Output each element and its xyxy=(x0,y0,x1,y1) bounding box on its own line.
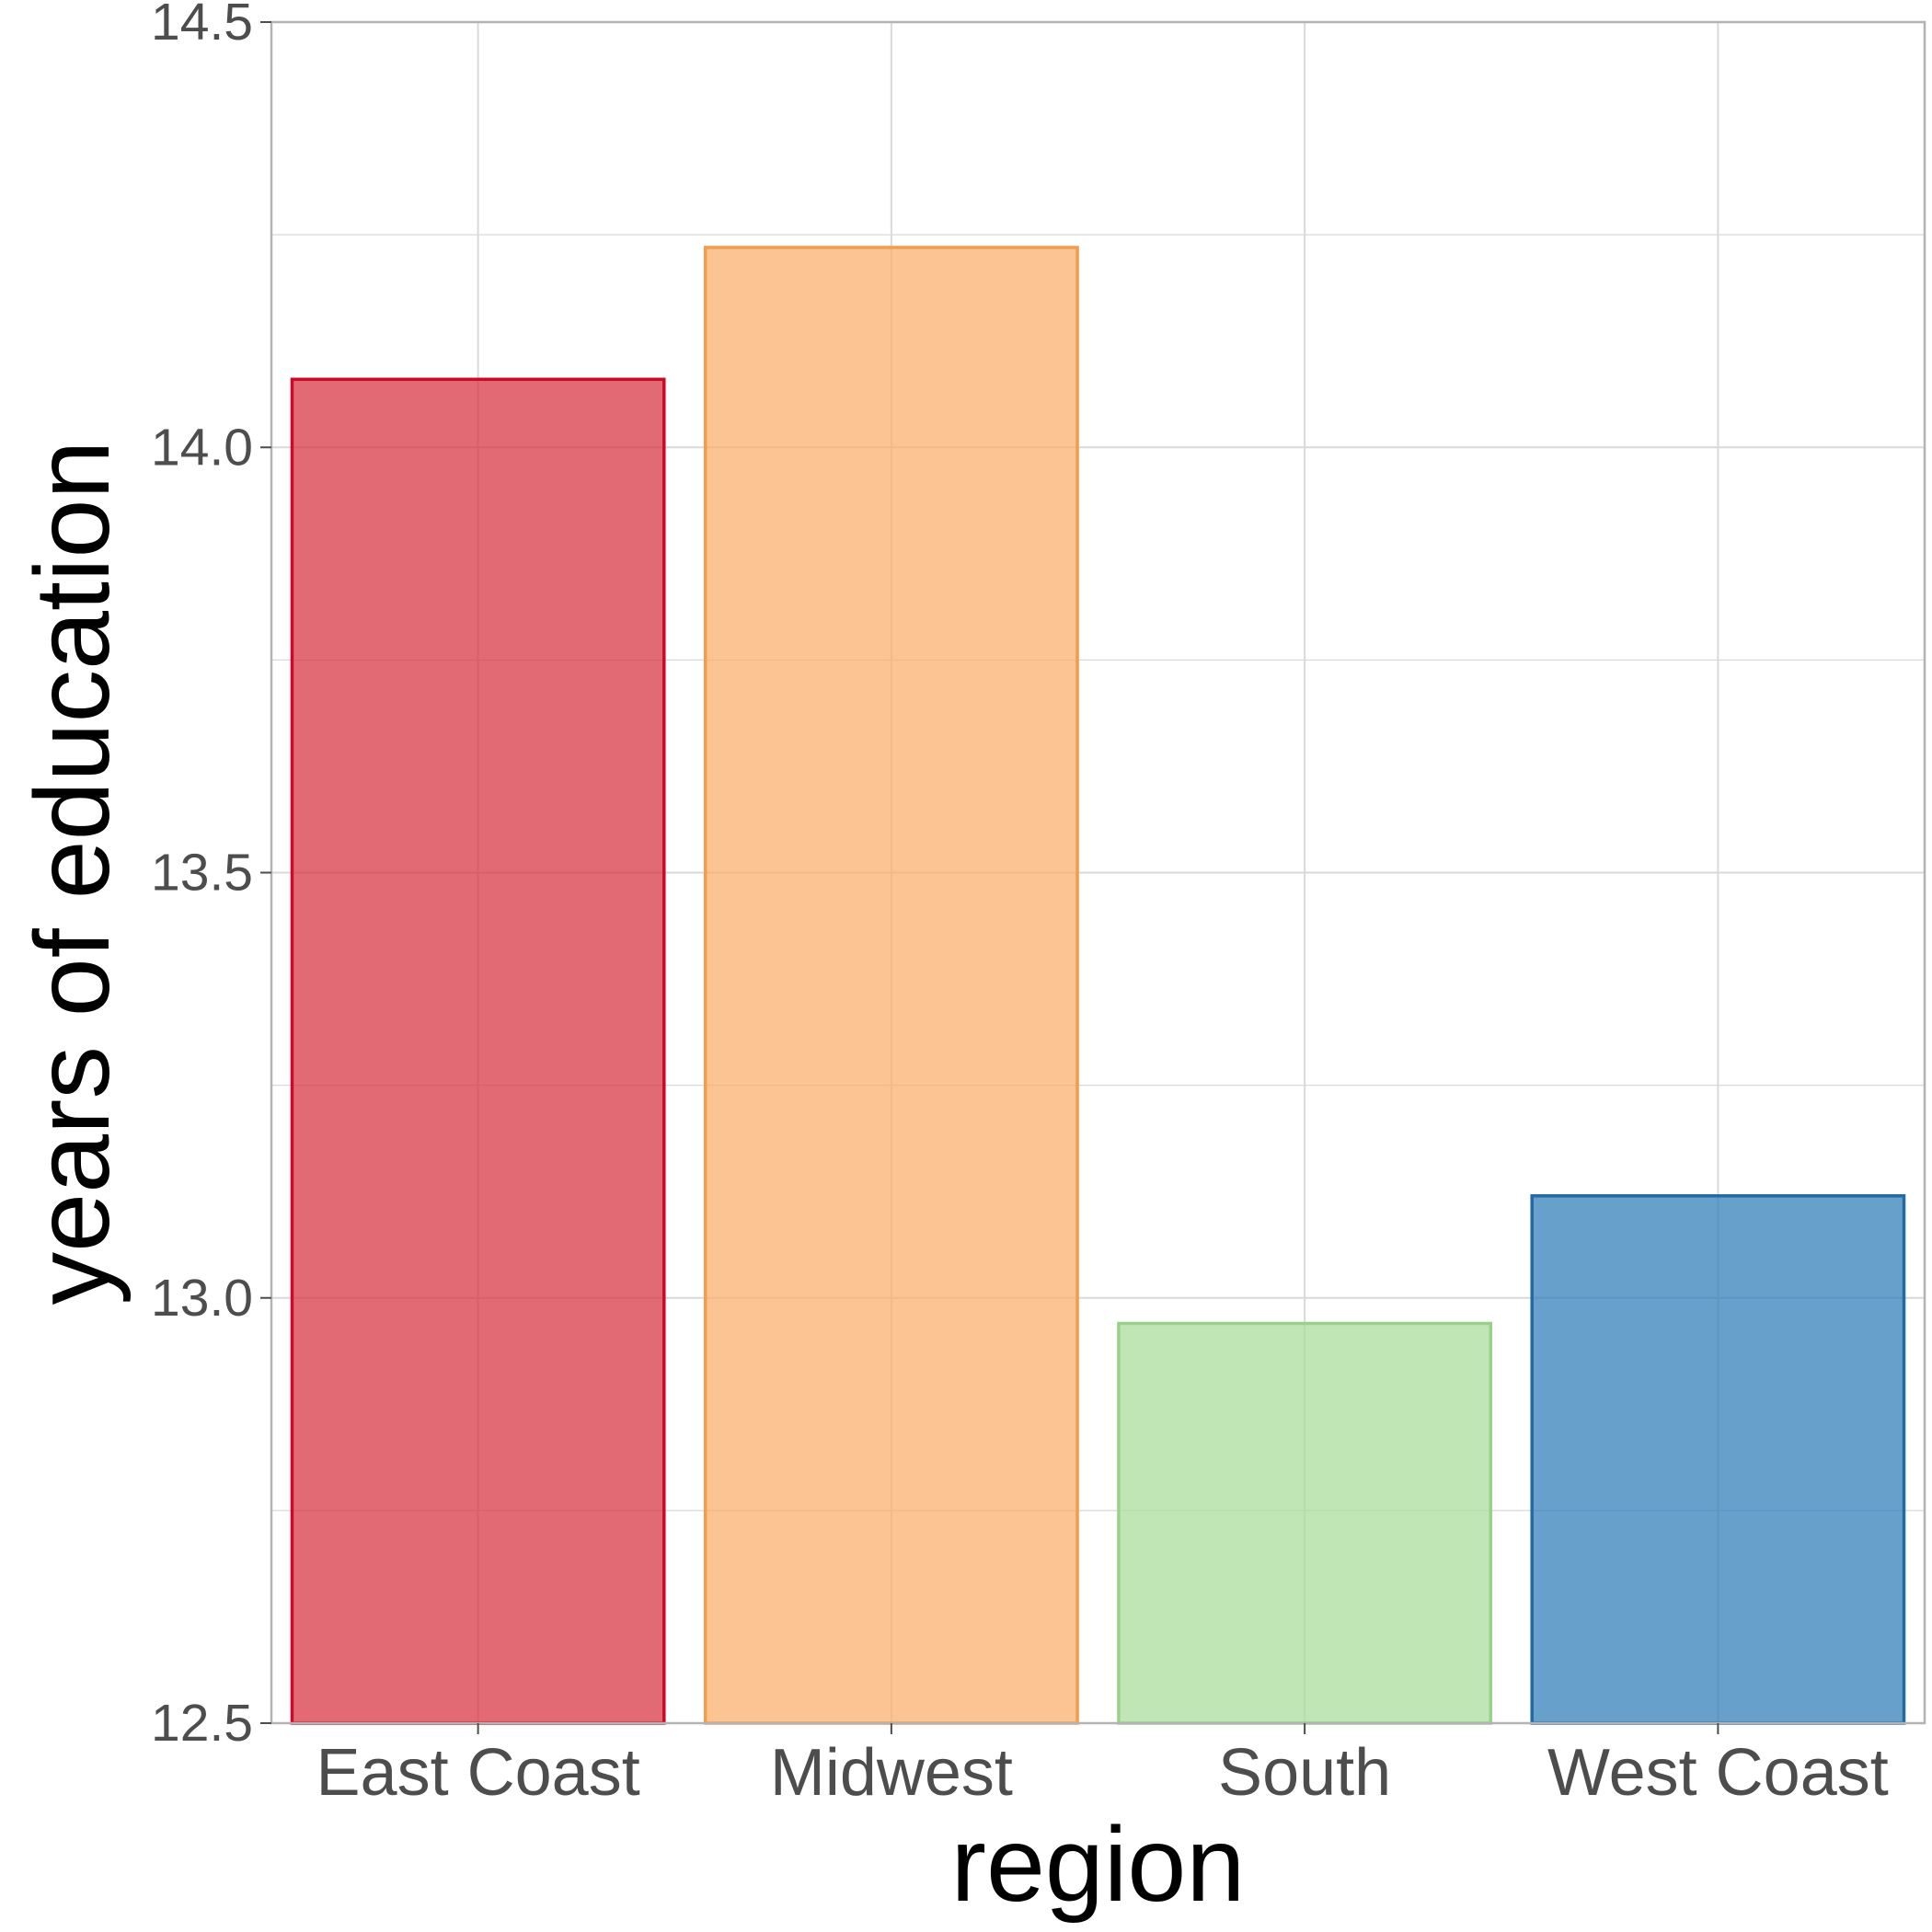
x-tick-label: Midwest xyxy=(770,1736,1013,1810)
bar-west-coast xyxy=(1530,1194,1906,1725)
x-tick-label: East Coast xyxy=(316,1736,640,1810)
x-tick-label: West Coast xyxy=(1547,1736,1889,1810)
y-tick-label: 12.5 xyxy=(151,1694,253,1753)
x-axis-title: region xyxy=(951,1806,1246,1924)
y-axis-title: years of education xyxy=(14,441,132,1305)
y-tick-label: 13.5 xyxy=(151,844,253,903)
y-tick-label: 14.0 xyxy=(151,418,253,477)
bar-east-coast xyxy=(290,377,666,1725)
axis-ticks xyxy=(260,21,1719,1734)
y-tick-labels: 12.5 13.0 13.5 14.0 14.5 xyxy=(151,0,253,1753)
x-tick-label: South xyxy=(1218,1736,1391,1810)
x-tick-labels: East Coast Midwest South West Coast xyxy=(316,1736,1889,1810)
y-tick-label: 13.0 xyxy=(151,1269,253,1328)
bar-south xyxy=(1117,1321,1493,1725)
bar-midwest xyxy=(703,246,1079,1725)
y-tick-label: 14.5 xyxy=(151,0,253,52)
bars xyxy=(290,246,1906,1725)
